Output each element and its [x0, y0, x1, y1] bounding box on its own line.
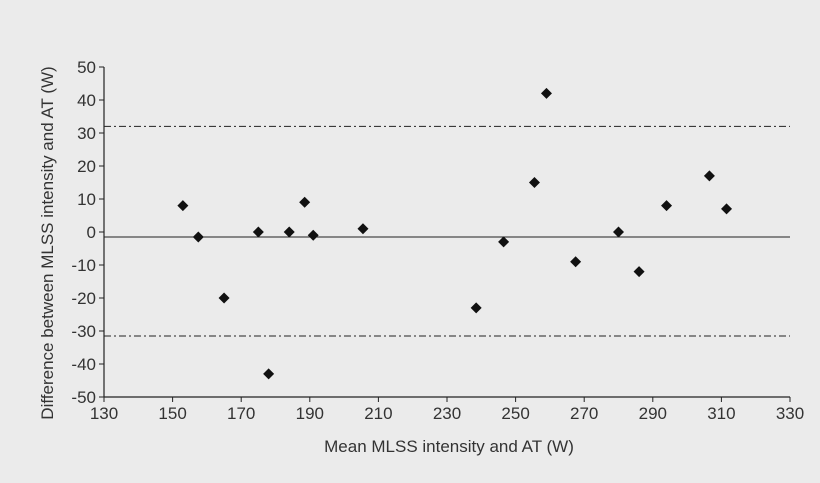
x-tick-label: 290: [639, 404, 667, 423]
axis-labels: Mean MLSS intensity and AT (W) Differenc…: [38, 66, 574, 456]
y-tick-label: 30: [77, 124, 96, 143]
x-tick-label: 190: [296, 404, 324, 423]
y-tick-label: 40: [77, 91, 96, 110]
data-point: [192, 231, 204, 243]
y-tick-label: 0: [87, 223, 96, 242]
data-point: [540, 87, 552, 99]
x-tick-label: 270: [570, 404, 598, 423]
x-tick-label: 330: [776, 404, 804, 423]
data-point: [263, 368, 275, 380]
data-point: [633, 266, 645, 278]
y-tick-label: -20: [71, 289, 96, 308]
data-point: [613, 226, 624, 238]
data-point: [307, 229, 319, 241]
x-tick-label: 310: [707, 404, 735, 423]
data-point: [177, 200, 189, 212]
data-point: [283, 226, 295, 238]
data-point: [721, 203, 733, 215]
y-tick-label: 50: [77, 58, 96, 77]
y-tick-label: -40: [71, 355, 96, 374]
x-axis-label: Mean MLSS intensity and AT (W): [324, 437, 574, 456]
data-point: [357, 223, 369, 235]
x-tick-label: 170: [227, 404, 255, 423]
data-point: [570, 256, 582, 268]
x-tick-label: 230: [433, 404, 461, 423]
reference-lines: [104, 125, 790, 337]
data-point: [218, 292, 230, 304]
y-tick-label: 20: [77, 157, 96, 176]
x-tick-label: 250: [501, 404, 529, 423]
x-tick-label: 130: [90, 404, 118, 423]
data-point: [528, 177, 540, 188]
y-tick-label: 10: [77, 190, 96, 209]
y-tick-label: -10: [71, 256, 96, 275]
data-point: [498, 236, 510, 248]
y-axis-label: Difference between MLSS intensity and AT…: [38, 66, 57, 419]
y-tick-label: -30: [71, 322, 96, 341]
data-point: [252, 226, 264, 238]
data-point: [703, 170, 715, 182]
x-tick-label: 150: [158, 404, 186, 423]
x-tick-label: 210: [364, 404, 392, 423]
y-tick-label: -50: [71, 388, 96, 407]
data-point: [470, 302, 482, 314]
data-point: [661, 200, 673, 212]
data-point: [299, 196, 311, 208]
data-points: [177, 87, 733, 380]
